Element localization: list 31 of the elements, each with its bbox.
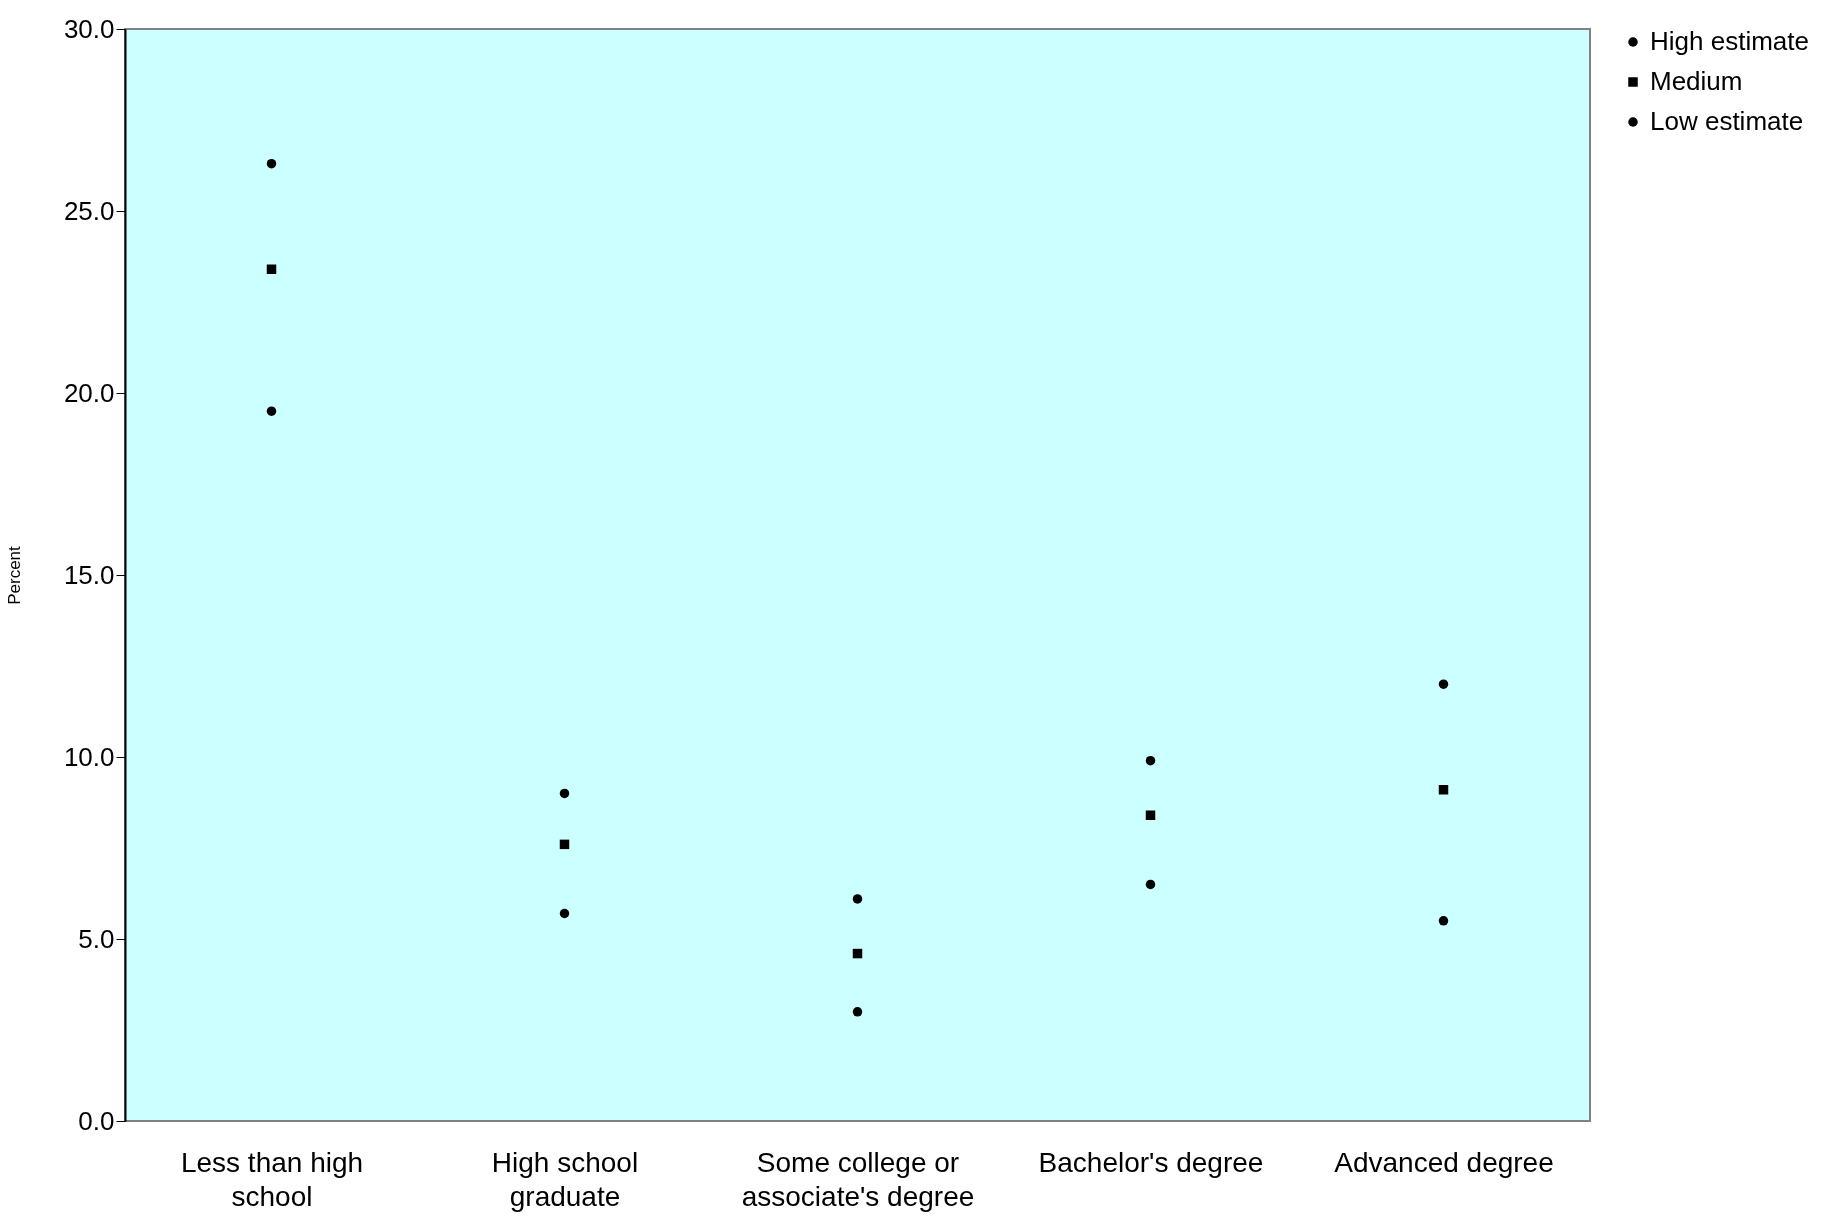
point bbox=[1145, 755, 1156, 766]
y-tick-label: 20.0 bbox=[63, 377, 115, 408]
y-tick-label: 15.0 bbox=[63, 559, 115, 590]
y-tick-label: 5.0 bbox=[78, 923, 115, 954]
point bbox=[1145, 879, 1156, 890]
point bbox=[559, 839, 570, 850]
point bbox=[1438, 785, 1449, 795]
legend-label: High estimate bbox=[1650, 26, 1809, 56]
y-axis-title: Percent bbox=[4, 545, 24, 605]
x-tick-label: Less than high school bbox=[180, 1146, 364, 1212]
y-tick-label: 30.0 bbox=[63, 13, 115, 44]
point bbox=[852, 894, 863, 904]
y-tick-label: 0.0 bbox=[78, 1105, 115, 1136]
x-tick-label: High school graduate bbox=[491, 1146, 639, 1212]
x-tick-label: Some college or associate's degree bbox=[741, 1146, 975, 1212]
point bbox=[266, 264, 277, 274]
point bbox=[559, 908, 570, 919]
point bbox=[559, 788, 570, 799]
point bbox=[852, 948, 863, 959]
x-tick-label: Bachelor's degree bbox=[1038, 1146, 1264, 1178]
legend-label: Low estimate bbox=[1650, 106, 1804, 136]
y-tick-label: 10.0 bbox=[63, 741, 115, 772]
point bbox=[266, 406, 277, 416]
point bbox=[852, 1007, 863, 1017]
point bbox=[1438, 916, 1449, 926]
x-tick-label: Advanced degree bbox=[1334, 1146, 1554, 1178]
legend-label: Medium bbox=[1650, 66, 1743, 96]
point bbox=[1438, 679, 1449, 689]
point bbox=[1145, 810, 1156, 820]
point bbox=[266, 158, 277, 169]
y-tick-label: 25.0 bbox=[63, 195, 115, 226]
